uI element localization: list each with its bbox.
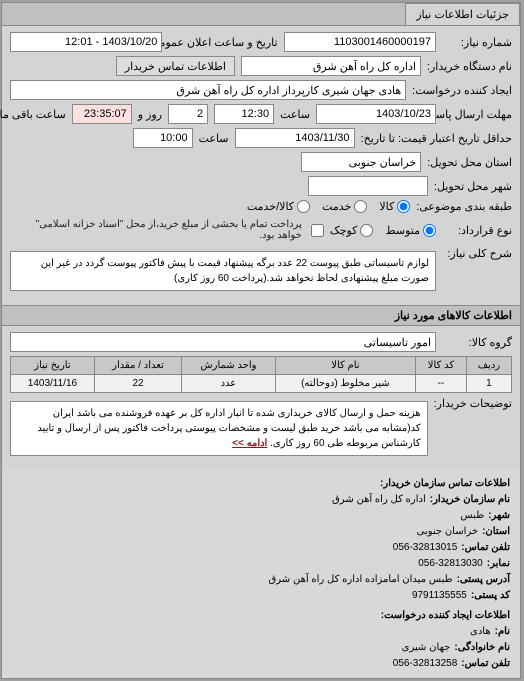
group-field[interactable] — [11, 332, 437, 352]
phone2-label: تلفن تماس: — [462, 656, 511, 672]
continue-link[interactable]: ادامه >> — [233, 438, 268, 449]
tab-bar: جزئیات اطلاعات نیاز — [3, 3, 521, 26]
postal-label: کد پستی: — [472, 588, 511, 604]
table-row[interactable]: 1 -- شیر مخلوط (دوحالته) عدد 22 1403/11/… — [12, 375, 513, 393]
td-row: 1 — [467, 375, 512, 393]
request-no-field[interactable] — [285, 32, 437, 52]
fname-value: هادی — [471, 624, 492, 640]
check-treasury[interactable]: پرداخت تمام یا بخشی از مبلغ خرید،از محل … — [11, 217, 325, 243]
deadline-time-field[interactable] — [215, 104, 275, 124]
lname-value: جهان شیری — [403, 640, 452, 656]
contact-header2: اطلاعات ایجاد کننده درخواست: — [382, 608, 511, 624]
goods-table: ردیف کد کالا نام کالا واحد شمارش تعداد /… — [11, 356, 513, 393]
budget-label: طبقه بندی موضوعی: — [417, 200, 513, 213]
td-qty: 22 — [95, 375, 182, 393]
treasury-note: پرداخت تمام یا بخشی از مبلغ خرید،از محل … — [11, 217, 309, 243]
time-label-2: ساعت — [200, 132, 230, 145]
main-panel: جزئیات اطلاعات نیاز شماره نیاز: تاریخ و … — [2, 2, 522, 679]
deadline-date-field[interactable] — [317, 104, 437, 124]
remain-suffix: روز و — [139, 108, 163, 121]
td-code: -- — [417, 375, 468, 393]
remain-after: ساعت باقی مانده — [0, 108, 67, 121]
delivery-province-label: استان محل تحویل: — [428, 156, 513, 169]
deadline-send-label: مهلت ارسال پاسخ: تا تاریخ: — [443, 108, 513, 121]
announce-date-label: تاریخ و ساعت اعلان عمومی: — [169, 36, 278, 49]
province-value: خراسان جنوبی — [418, 524, 480, 540]
radio-medium[interactable]: متوسط — [386, 224, 437, 237]
request-no-label: شماره نیاز: — [443, 36, 513, 49]
desc-box: لوازم تاسیساتی طبق پیوست 22 عدد برگه پیش… — [11, 251, 437, 291]
address-label: آدرس پستی: — [458, 572, 511, 588]
radio-service[interactable]: خدمت — [323, 200, 368, 213]
td-date: 1403/11/16 — [12, 375, 96, 393]
td-name: شیر مخلوط (دوحالته) — [276, 375, 416, 393]
contract-radio-group: متوسط کوچک — [331, 224, 437, 237]
city-label: شهر: — [489, 508, 511, 524]
goods-section-header: اطلاعات کالاهای مورد نیاز — [3, 305, 521, 326]
desc-label: شرح کلی نیاز: — [443, 247, 513, 260]
validity-time-field[interactable] — [134, 128, 194, 148]
td-unit: عدد — [183, 375, 277, 393]
radio-goods[interactable]: کالا — [380, 200, 411, 213]
buyer-notes-label: توضیحات خریدار: — [435, 397, 513, 410]
th-unit: واحد شمارش — [183, 357, 277, 375]
th-name: نام کالا — [276, 357, 416, 375]
th-date: تاریخ نیاز — [12, 357, 96, 375]
validity-date-field[interactable] — [236, 128, 356, 148]
announce-date-field[interactable] — [11, 32, 163, 52]
phone-label: تلفن تماس: — [462, 540, 511, 556]
tab-details[interactable]: جزئیات اطلاعات نیاز — [406, 3, 521, 25]
remain-days-field — [169, 104, 209, 124]
city-value: طبس — [461, 508, 485, 524]
time-label-1: ساعت — [281, 108, 311, 121]
fax-label: نمابر: — [488, 556, 511, 572]
fax-value: 056-32813030 — [419, 556, 484, 572]
requester-field[interactable] — [11, 80, 407, 100]
buyer-office-field[interactable] — [242, 56, 422, 76]
group-label: گروه کالا: — [443, 336, 513, 349]
delivery-city-field[interactable] — [309, 176, 429, 196]
org-name-label: نام سازمان خریدار: — [431, 492, 511, 508]
budget-radio-group: کالا خدمت کالا/خدمت — [248, 200, 411, 213]
lname-label: نام خانوادگی: — [455, 640, 511, 656]
buyer-office-label: نام دستگاه خریدار: — [428, 60, 513, 73]
th-code: کد کالا — [417, 357, 468, 375]
province-label: استان: — [483, 524, 511, 540]
fname-label: نام: — [496, 624, 511, 640]
th-row: ردیف — [467, 357, 512, 375]
requester-label: ایجاد کننده درخواست: — [413, 84, 513, 97]
remain-time-field — [73, 104, 133, 124]
delivery-city-label: شهر محل تحویل: — [435, 180, 513, 193]
validity-label: حداقل تاریخ اعتبار قیمت: تا تاریخ: — [362, 132, 513, 145]
radio-small[interactable]: کوچک — [331, 224, 375, 237]
org-name-value: اداره کل راه آهن شرق — [333, 492, 427, 508]
contact-header1: اطلاعات تماس سازمان خریدار: — [381, 476, 511, 492]
radio-goods-service[interactable]: کالا/خدمت — [248, 200, 311, 213]
form-area: شماره نیاز: تاریخ و ساعت اعلان عمومی: نا… — [3, 26, 521, 305]
phone2-value: 056-32813258 — [394, 656, 459, 672]
address-value: طبس میدان امامزاده اداره کل راه آهن شرق — [270, 572, 454, 588]
phone-value: 056-32813015 — [394, 540, 459, 556]
postal-value: 9791135555 — [413, 588, 468, 604]
buyer-notes-box: هزینه حمل و ارسال کالای خریداری شده تا ا… — [11, 401, 429, 456]
contract-type-label: نوع قرارداد: — [443, 224, 513, 237]
th-qty: تعداد / مقدار — [95, 357, 182, 375]
delivery-province-field[interactable] — [302, 152, 422, 172]
contact-section: اطلاعات تماس سازمان خریدار: نام سازمان خ… — [3, 470, 521, 678]
buyer-contact-button[interactable]: اطلاعات تماس خریدار — [117, 56, 236, 76]
